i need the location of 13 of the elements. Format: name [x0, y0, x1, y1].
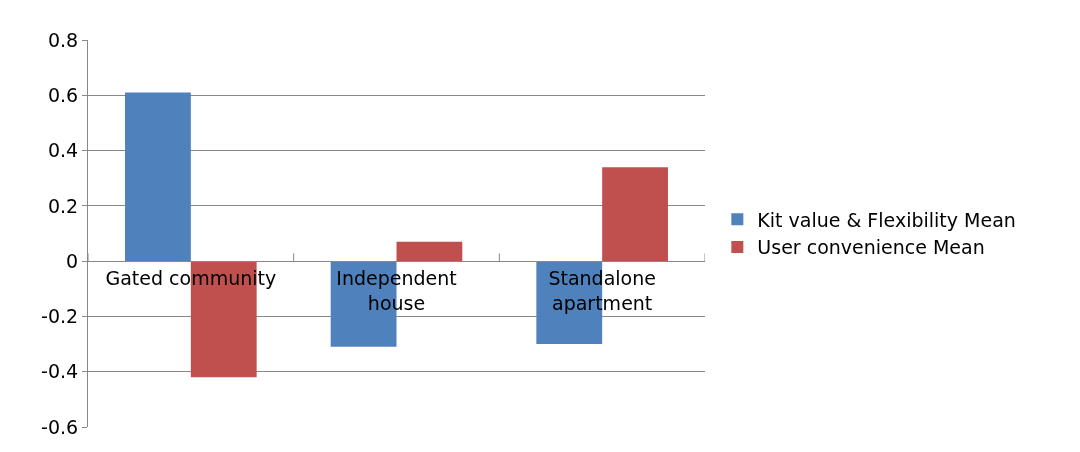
y-tick-label: 0.8 [47, 28, 79, 51]
legend-label: Kit value & Flexibility Mean [757, 208, 1016, 231]
legend-label: User convenience Mean [757, 236, 985, 259]
bar [602, 167, 668, 262]
y-tick-label: 0.6 [47, 83, 79, 106]
y-tick-label: 0.4 [47, 139, 79, 162]
y-tick-label: -0.6 [41, 415, 79, 438]
y-tick-label: 0 [66, 249, 79, 272]
y-tick-label: -0.2 [41, 305, 79, 328]
y-tick-label: 0.2 [47, 194, 79, 217]
bar [396, 241, 463, 262]
bar [125, 92, 191, 262]
y-tick-label: -0.4 [41, 360, 79, 383]
